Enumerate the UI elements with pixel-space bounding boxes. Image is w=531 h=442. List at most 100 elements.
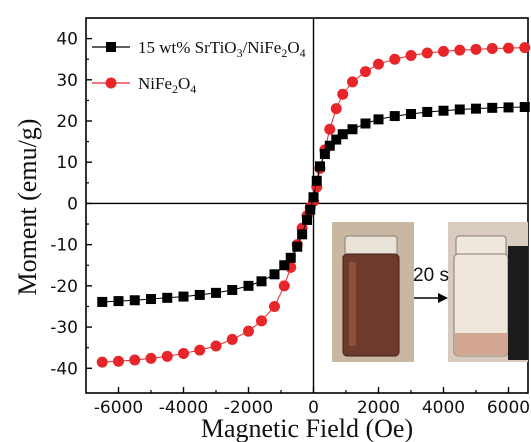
data-point-square bbox=[243, 280, 254, 291]
inset-arrow-label: 20 s bbox=[413, 265, 449, 286]
axis-ticks bbox=[86, 37, 510, 393]
data-point-square bbox=[146, 294, 156, 305]
data-point-square bbox=[503, 102, 514, 113]
legend-label-series-2: NiFe2O4 bbox=[138, 74, 196, 96]
data-point-square bbox=[406, 109, 416, 120]
data-point-circle bbox=[503, 42, 514, 54]
y-tick-label: -30 bbox=[50, 318, 78, 338]
x-tick-label: 0 bbox=[308, 398, 319, 418]
data-point-square bbox=[389, 111, 400, 122]
x-tick-label: -6000 bbox=[94, 398, 143, 418]
series-layer bbox=[96, 42, 531, 368]
data-point-circle bbox=[324, 123, 336, 135]
tick-labels: -6000 -4000 -2000 0 2000 4000 6000 -40 -30 -20 -10… bbox=[50, 30, 530, 418]
inset-photos: 20 s bbox=[332, 222, 528, 362]
data-point-square bbox=[315, 161, 325, 172]
data-point-square bbox=[285, 252, 296, 263]
data-point-square bbox=[331, 134, 342, 145]
data-point-circle bbox=[486, 42, 498, 54]
data-point-square bbox=[178, 291, 189, 302]
data-point-circle bbox=[389, 53, 401, 65]
data-point-square bbox=[438, 105, 449, 116]
data-point-circle bbox=[438, 45, 449, 57]
x-tick-label: 6000 bbox=[487, 398, 530, 418]
data-point-square bbox=[279, 260, 290, 271]
data-point-square bbox=[97, 296, 108, 307]
data-point-circle bbox=[194, 344, 206, 356]
data-point-circle bbox=[210, 340, 222, 352]
data-point-circle bbox=[347, 76, 358, 88]
data-point-square bbox=[292, 241, 303, 252]
data-point-square bbox=[471, 103, 481, 114]
data-point-circle bbox=[454, 44, 466, 56]
data-point-circle bbox=[161, 350, 173, 362]
y-tick-label: 0 bbox=[67, 194, 78, 214]
data-point-circle bbox=[129, 354, 141, 366]
x-tick-label: 2000 bbox=[357, 398, 400, 418]
data-point-circle bbox=[470, 43, 482, 55]
y-tick-label: 40 bbox=[56, 30, 78, 50]
data-point-circle bbox=[243, 325, 254, 337]
data-point-circle bbox=[330, 103, 342, 115]
data-point-square bbox=[162, 292, 173, 303]
data-point-square bbox=[297, 229, 308, 240]
data-point-square bbox=[269, 269, 280, 280]
data-point-square bbox=[194, 289, 205, 300]
legend: 15 wt% SrTiO3/NiFe2O4 NiFe2O4 bbox=[92, 38, 306, 96]
inset-arrow-head bbox=[438, 293, 448, 303]
data-point-square bbox=[422, 106, 433, 117]
data-point-circle bbox=[519, 42, 531, 54]
data-point-circle bbox=[178, 347, 189, 359]
data-point-square bbox=[256, 276, 267, 287]
data-point-square bbox=[373, 114, 384, 125]
data-point-square bbox=[360, 118, 371, 129]
vial-before-body bbox=[342, 253, 400, 357]
plot-frame bbox=[85, 17, 529, 394]
data-point-square bbox=[113, 296, 124, 307]
y-tick-label: -40 bbox=[50, 359, 78, 379]
data-point-circle bbox=[421, 47, 433, 59]
data-point-square bbox=[227, 284, 238, 295]
legend-label-series-1: 15 wt% SrTiO3/NiFe2O4 bbox=[138, 38, 306, 60]
y-tick-label: 10 bbox=[56, 153, 78, 173]
data-point-circle bbox=[373, 58, 384, 70]
vial-after-cap bbox=[455, 235, 507, 257]
legend-marker-series-1 bbox=[106, 42, 116, 52]
y-tick-label: -10 bbox=[50, 236, 78, 256]
data-point-square bbox=[211, 287, 221, 298]
data-point-square bbox=[302, 214, 312, 225]
data-point-square bbox=[129, 295, 140, 306]
y-tick-label: 20 bbox=[56, 112, 78, 132]
data-point-circle bbox=[337, 88, 349, 100]
data-point-square bbox=[319, 148, 330, 159]
series-1 bbox=[97, 102, 530, 307]
data-point-square bbox=[347, 124, 358, 135]
data-point-circle bbox=[113, 355, 124, 367]
vial-after-sediment bbox=[455, 333, 507, 355]
data-point-square bbox=[324, 140, 335, 151]
data-point-square bbox=[337, 129, 348, 140]
x-tick-label: -4000 bbox=[159, 398, 208, 418]
x-tick-label: 4000 bbox=[422, 398, 465, 418]
data-point-square bbox=[305, 204, 316, 215]
data-point-circle bbox=[360, 66, 371, 78]
data-point-circle bbox=[269, 300, 280, 312]
data-point-circle bbox=[278, 280, 290, 292]
data-point-circle bbox=[145, 352, 157, 364]
x-tick-label: -2000 bbox=[224, 398, 273, 418]
data-point-circle bbox=[226, 333, 238, 345]
magnet-block bbox=[508, 246, 528, 360]
y-axis-title: Moment (emu/g) bbox=[13, 119, 42, 296]
vial-before-highlight bbox=[349, 262, 356, 346]
data-point-circle bbox=[405, 50, 417, 61]
y-tick-label: -20 bbox=[50, 277, 78, 297]
data-point-square bbox=[487, 102, 498, 113]
data-point-square bbox=[519, 102, 530, 113]
data-point-square bbox=[308, 192, 319, 203]
legend-marker-series-2 bbox=[105, 77, 117, 89]
x-axis-title: Magnetic Field (Oe) bbox=[201, 414, 413, 442]
data-point-square bbox=[311, 175, 322, 186]
y-tick-label: 30 bbox=[56, 71, 78, 91]
data-point-circle bbox=[256, 315, 267, 327]
